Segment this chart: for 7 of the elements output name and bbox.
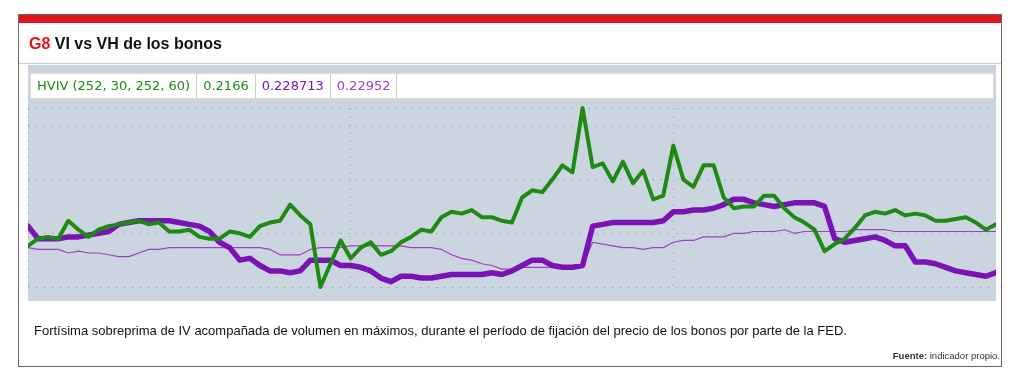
text: 0.2166: [197, 74, 256, 98]
legend-title: HVIV (252, 30, 252, 60): [31, 74, 198, 98]
text: Fortísima sobreprima de IV acompañada de volumen en máximos, durante el período de fijación del precio de los bonos por parte de la FED.: [34, 323, 847, 338]
chart-title: G8 VI vs VH de los bonos: [29, 35, 222, 53]
text: 0.228713: [255, 74, 331, 98]
text: 0.22952: [330, 74, 398, 98]
source-note: Fuente: indicador propio.: [892, 350, 1000, 361]
